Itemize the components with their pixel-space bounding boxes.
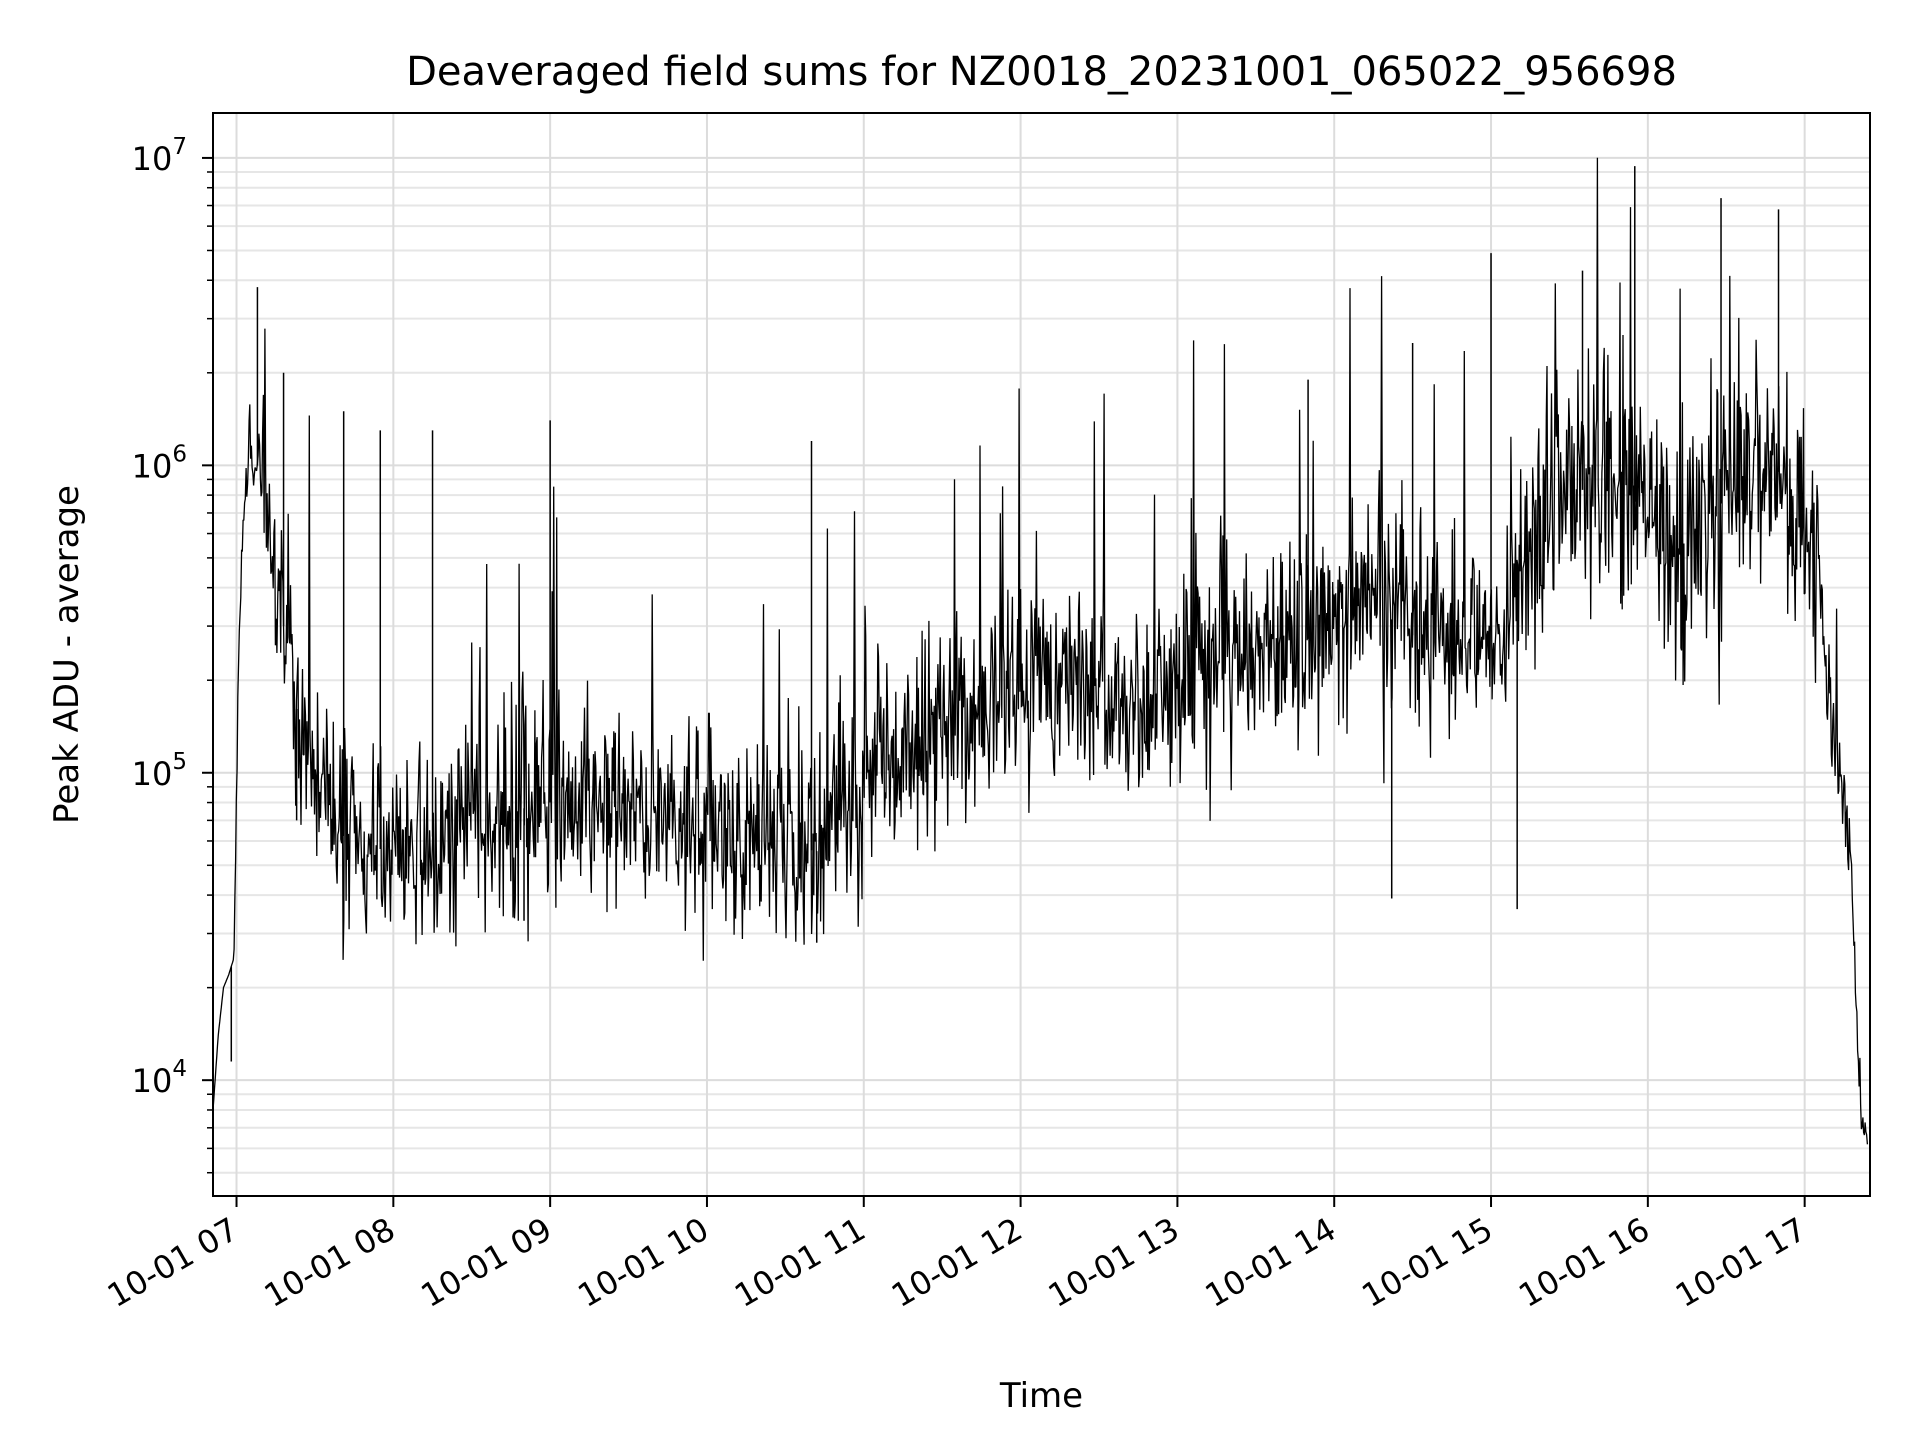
- y-tick-label: 105: [132, 749, 187, 793]
- series-layer: [212, 157, 1869, 1145]
- series-line: [212, 157, 1869, 1145]
- x-axis-label: Time: [999, 1376, 1083, 1416]
- x-tick-label: 10-01 09: [415, 1210, 559, 1315]
- y-tick-label: 106: [132, 441, 187, 485]
- y-axis-label: Peak ADU - average: [47, 485, 87, 824]
- x-tick-label: 10-01 12: [885, 1210, 1029, 1315]
- grid: [213, 113, 1870, 1196]
- chart-title: Deaveraged field sums for NZ0018_2023100…: [406, 49, 1677, 95]
- x-tick-label: 10-01 08: [258, 1210, 402, 1315]
- x-tick-label: 10-01 07: [101, 1210, 245, 1315]
- x-tick-label: 10-01 17: [1669, 1210, 1813, 1315]
- plot-frame: [212, 112, 1871, 1197]
- x-tick-label: 10-01 13: [1042, 1210, 1186, 1315]
- x-tick-label: 10-01 16: [1512, 1210, 1656, 1315]
- y-tick-label: 104: [132, 1056, 187, 1100]
- y-tick-label: 107: [132, 134, 187, 178]
- x-tick-label: 10-01 11: [728, 1210, 872, 1315]
- x-tick-label: 10-01 14: [1199, 1210, 1343, 1315]
- x-tick-label: 10-01 15: [1355, 1210, 1499, 1315]
- x-tick-label: 10-01 10: [571, 1210, 715, 1315]
